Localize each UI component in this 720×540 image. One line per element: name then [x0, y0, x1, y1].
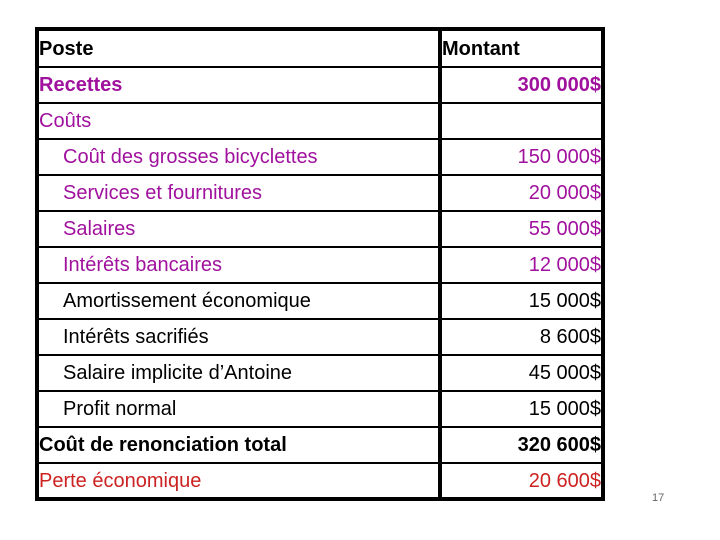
poste-cell: Perte économique	[36, 462, 441, 500]
column-header-poste: Poste	[36, 28, 441, 68]
table-row: Perte économique 20 600$	[36, 462, 604, 500]
poste-cell: Recettes	[36, 66, 441, 104]
table-row: Coût des grosses bicyclettes 150 000$	[36, 138, 604, 176]
montant-cell: 20 000$	[438, 174, 604, 212]
table-row: Salaire implicite d’Antoine 45 000$	[36, 354, 604, 392]
cost-table-wrapper: Poste Montant Recettes 300 000$ Coûts Coût …	[35, 27, 605, 501]
montant-cell: 150 000$	[438, 138, 604, 176]
poste-cell: Coût de renonciation total	[36, 426, 441, 464]
table-row: Coûts	[36, 102, 604, 140]
table-row: Services et fournitures 20 000$	[36, 174, 604, 212]
montant-cell: 320 600$	[438, 426, 604, 464]
table-row: Coût de renonciation total 320 600$	[36, 426, 604, 464]
cost-table-body: Recettes 300 000$ Coûts Coût des grosses bi…	[36, 66, 604, 500]
column-header-montant: Montant	[438, 28, 604, 68]
montant-cell: 45 000$	[438, 354, 604, 392]
table-row: Recettes 300 000$	[36, 66, 604, 104]
montant-cell: 55 000$	[438, 210, 604, 248]
table-row: Profit normal 15 000$	[36, 390, 604, 428]
poste-cell: Coût des grosses bicyclettes	[36, 138, 441, 176]
montant-cell	[438, 102, 604, 140]
poste-cell: Intérêts sacrifiés	[36, 318, 441, 356]
poste-cell: Profit normal	[36, 390, 441, 428]
table-row: Intérêts bancaires 12 000$	[36, 246, 604, 284]
montant-cell: 12 000$	[438, 246, 604, 284]
table-header-row: Poste Montant	[36, 28, 604, 68]
table-row: Intérêts sacrifiés 8 600$	[36, 318, 604, 356]
poste-cell: Services et fournitures	[36, 174, 441, 212]
poste-cell: Amortissement économique	[36, 282, 441, 320]
table-row: Amortissement économique 15 000$	[36, 282, 604, 320]
poste-cell: Salaires	[36, 210, 441, 248]
poste-cell: Salaire implicite d’Antoine	[36, 354, 441, 392]
table-row: Salaires 55 000$	[36, 210, 604, 248]
cost-table: Poste Montant Recettes 300 000$ Coûts Coût …	[35, 27, 605, 501]
montant-cell: 8 600$	[438, 318, 604, 356]
poste-cell: Intérêts bancaires	[36, 246, 441, 284]
page-number: 17	[652, 492, 665, 504]
montant-cell: 15 000$	[438, 390, 604, 428]
montant-cell: 300 000$	[438, 66, 604, 104]
montant-cell: 15 000$	[438, 282, 604, 320]
poste-cell: Coûts	[36, 102, 441, 140]
montant-cell: 20 600$	[438, 462, 604, 500]
